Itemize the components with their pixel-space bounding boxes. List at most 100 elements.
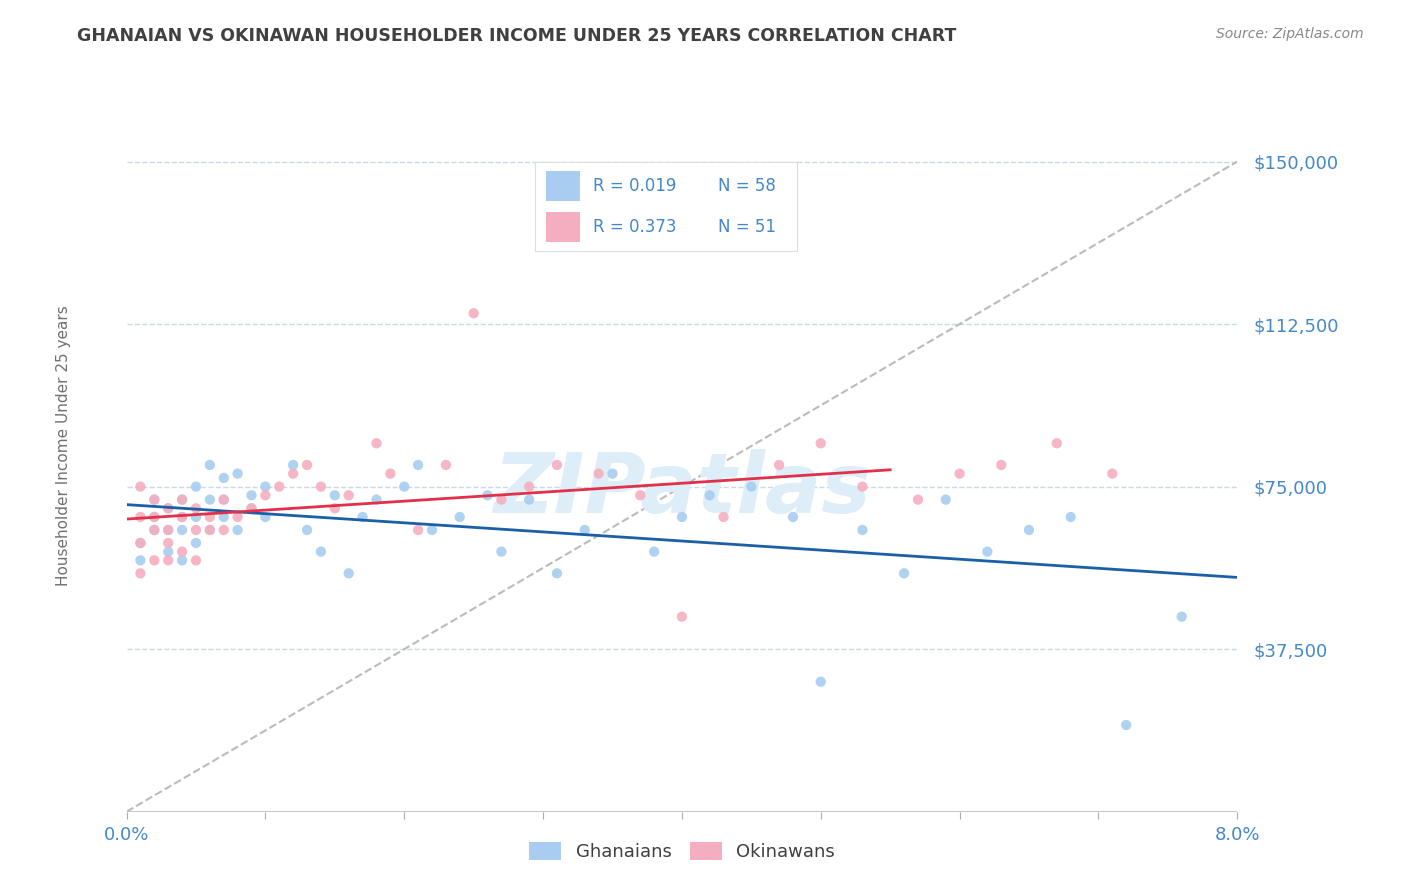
Point: [309, 544, 332, 558]
Point: [976, 544, 998, 558]
Text: R = 0.019: R = 0.019: [593, 178, 676, 195]
Point: [907, 492, 929, 507]
Point: [143, 523, 166, 537]
Point: [240, 488, 263, 502]
Point: [172, 492, 194, 507]
Point: [337, 488, 360, 502]
Text: N = 58: N = 58: [718, 178, 776, 195]
Point: [948, 467, 970, 481]
Point: [198, 510, 221, 524]
Legend: Ghanaians, Okinawans: Ghanaians, Okinawans: [522, 835, 842, 869]
Point: [671, 609, 693, 624]
Point: [295, 523, 318, 537]
Point: [420, 523, 443, 537]
Point: [1101, 467, 1123, 481]
Point: [810, 674, 832, 689]
Point: [254, 488, 277, 502]
Point: [851, 480, 873, 494]
Point: [323, 488, 346, 502]
FancyBboxPatch shape: [546, 212, 579, 243]
Point: [588, 467, 610, 481]
Point: [143, 492, 166, 507]
Point: [212, 471, 235, 485]
Point: [281, 467, 304, 481]
Point: [281, 458, 304, 472]
Point: [157, 501, 180, 516]
Point: [226, 467, 249, 481]
Point: [851, 523, 873, 537]
Point: [198, 458, 221, 472]
Point: [198, 523, 221, 537]
Point: [240, 501, 263, 516]
Point: [406, 458, 429, 472]
Point: [337, 566, 360, 581]
Point: [172, 510, 194, 524]
Point: [380, 467, 402, 481]
Point: [768, 458, 790, 472]
Point: [129, 536, 152, 550]
Point: [1018, 523, 1040, 537]
Point: [574, 523, 596, 537]
Point: [226, 510, 249, 524]
Point: [269, 480, 291, 494]
Point: [157, 501, 180, 516]
Point: [172, 553, 194, 567]
Point: [184, 501, 207, 516]
Point: [990, 458, 1012, 472]
Point: [157, 523, 180, 537]
Point: [254, 510, 277, 524]
Point: [628, 488, 651, 502]
Point: [477, 488, 499, 502]
Point: [172, 523, 194, 537]
Point: [172, 544, 194, 558]
Point: [198, 523, 221, 537]
Point: [394, 480, 416, 494]
Point: [366, 492, 388, 507]
Point: [129, 566, 152, 581]
Point: [157, 536, 180, 550]
Point: [352, 510, 374, 524]
Point: [172, 492, 194, 507]
Point: [184, 523, 207, 537]
Point: [240, 501, 263, 516]
Text: Householder Income Under 25 years: Householder Income Under 25 years: [56, 306, 70, 586]
Text: R = 0.373: R = 0.373: [593, 219, 676, 236]
Point: [935, 492, 957, 507]
Point: [893, 566, 915, 581]
Point: [1115, 718, 1137, 732]
Point: [212, 492, 235, 507]
Point: [699, 488, 721, 502]
Point: [546, 458, 568, 472]
Text: ZIPatlas: ZIPatlas: [494, 450, 870, 531]
Point: [129, 553, 152, 567]
Text: Source: ZipAtlas.com: Source: ZipAtlas.com: [1216, 27, 1364, 41]
Point: [212, 492, 235, 507]
Point: [143, 510, 166, 524]
Point: [671, 510, 693, 524]
Point: [323, 501, 346, 516]
Point: [366, 436, 388, 450]
Point: [129, 536, 152, 550]
Point: [212, 523, 235, 537]
Point: [810, 436, 832, 450]
Point: [254, 480, 277, 494]
Point: [129, 480, 152, 494]
Point: [546, 566, 568, 581]
Point: [184, 553, 207, 567]
Point: [157, 523, 180, 537]
Point: [434, 458, 457, 472]
Point: [226, 523, 249, 537]
Point: [463, 306, 485, 320]
Point: [491, 544, 513, 558]
Point: [1046, 436, 1069, 450]
Point: [517, 480, 540, 494]
Point: [143, 553, 166, 567]
Text: N = 51: N = 51: [718, 219, 776, 236]
Point: [129, 510, 152, 524]
Point: [782, 510, 804, 524]
Point: [157, 544, 180, 558]
Point: [1170, 609, 1192, 624]
Point: [198, 492, 221, 507]
Point: [184, 510, 207, 524]
Text: GHANAIAN VS OKINAWAN HOUSEHOLDER INCOME UNDER 25 YEARS CORRELATION CHART: GHANAIAN VS OKINAWAN HOUSEHOLDER INCOME …: [77, 27, 956, 45]
